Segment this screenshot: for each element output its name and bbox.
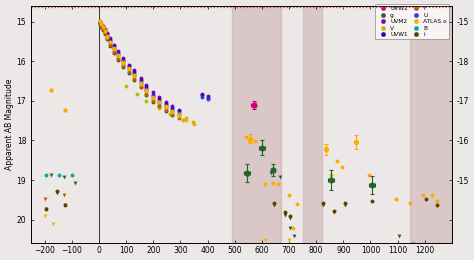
Y-axis label: Apparent AB Magnitude: Apparent AB Magnitude [5,79,14,170]
Bar [410,6,452,243]
Legend: UVW2, g, UVM2, V, UVW1, r, U, ATLAS o, B, i: UVW2, g, UVM2, V, UVW1, r, U, ATLAS o, B… [375,4,449,40]
Bar [232,6,281,243]
Bar [302,6,321,243]
